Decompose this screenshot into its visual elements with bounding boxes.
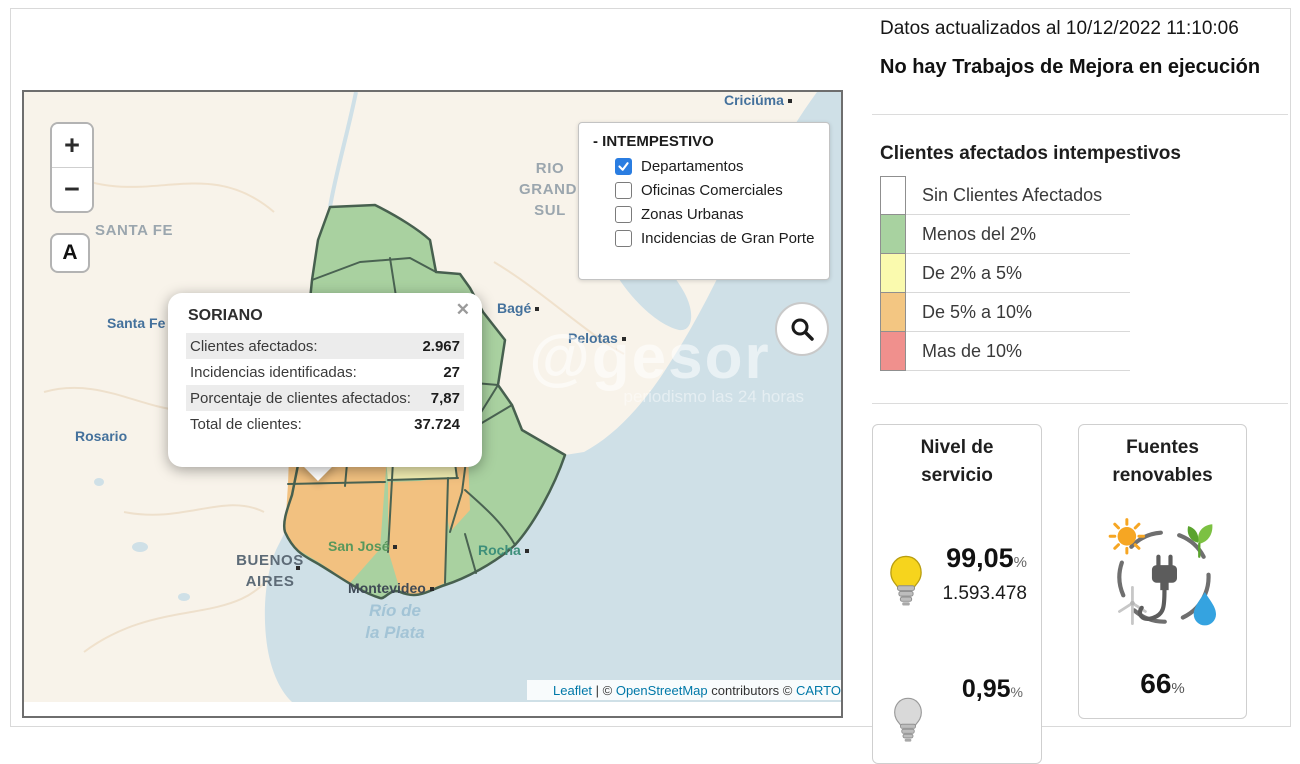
service-ok-value: 99,05% (946, 543, 1027, 573)
service-card-title: Nivel de servicio (920, 437, 994, 486)
close-icon[interactable]: ✕ (455, 300, 470, 319)
legend-item: Menos del 2% (880, 214, 1130, 254)
layer-item-departamentos[interactable]: Departamentos (615, 158, 819, 175)
map-label-montevideo: Montevideo (348, 580, 434, 596)
search-icon (791, 318, 814, 341)
legend-swatch (880, 176, 906, 215)
legend-item: Mas de 10% (880, 331, 1130, 371)
renewables-card-title: Fuentes renovables (1112, 437, 1213, 486)
map-label-buenos-aires: BUENOS AIRES (236, 552, 304, 590)
map-container[interactable]: @gesor periodismo las 24 horas SANTA FE … (22, 90, 843, 718)
popup-row: Clientes afectados: 2.967 (186, 333, 464, 359)
zoom-in-button[interactable]: + (52, 124, 92, 167)
popup-row: Porcentaje de clientes afectados: 7,87 (186, 385, 464, 411)
department-popup: ✕ SORIANO Clientes afectados: 2.967 Incid… (168, 293, 482, 467)
bulb-on-icon (890, 555, 922, 606)
carto-link[interactable]: CARTO (795, 682, 841, 698)
layers-panel: - INTEMPESTIVO Departamentos Oficinas Co… (578, 122, 830, 280)
legend-title: Clientes afectados intempestivos (880, 143, 1181, 164)
map-label-rio-de-la-plata: Río de la Plata (365, 601, 425, 643)
map-attribution: Leaflet | © OpenStreetMap contributors ©… (527, 680, 841, 700)
checkbox-unchecked[interactable] (615, 206, 632, 223)
map-label-san-jose: San José (328, 538, 398, 554)
renewables-card: Fuentes renovables (1078, 424, 1247, 719)
popup-row: Incidencias identificadas: 27 (190, 363, 460, 381)
popup-title: SORIANO (188, 307, 263, 324)
checkbox-unchecked[interactable] (615, 182, 632, 199)
check-icon (618, 162, 629, 171)
map-label-rocha: Rocha (478, 542, 529, 558)
map-label-santa-fe-city: Santa Fe (107, 315, 166, 331)
sun-icon (1108, 518, 1146, 555)
status-message: No hay Trabajos de Mejora en ejecución (880, 56, 1261, 78)
plug-icon (1137, 554, 1177, 621)
divider (872, 114, 1288, 115)
leaflet-link[interactable]: Leaflet (553, 682, 593, 698)
service-ok-customers: 1.593.478 (942, 583, 1027, 604)
reset-view-button[interactable]: A (50, 233, 90, 273)
popup-row: Total de clientes: 37.724 (190, 415, 460, 433)
wind-turbine-icon (1118, 585, 1147, 625)
popup-rows: Clientes afectados: 2.967 Incidencias ide… (186, 333, 464, 437)
legend-swatch (880, 214, 906, 254)
map-label-rosario: Rosario (75, 428, 128, 444)
checkbox-unchecked[interactable] (615, 230, 632, 247)
map-label-criciuma: Criciúma (724, 92, 792, 108)
legend-item: De 5% a 10% (880, 292, 1130, 332)
checkbox-checked[interactable] (615, 158, 632, 175)
data-updated-text: Datos actualizados al 10/12/2022 11:10:0… (880, 18, 1239, 39)
map-label-santa-fe-region: SANTA FE (95, 222, 174, 239)
search-button[interactable] (775, 302, 829, 356)
legend-swatch (880, 292, 906, 332)
legend-item: De 2% a 5% (880, 253, 1130, 293)
layer-item-oficinas[interactable]: Oficinas Comerciales (615, 182, 819, 199)
water-drop-icon (1193, 592, 1216, 626)
divider (872, 403, 1288, 404)
layer-item-zonas[interactable]: Zonas Urbanas (615, 206, 819, 223)
bulb-off-icon (894, 697, 922, 742)
renewable-energy-icon (1108, 518, 1216, 626)
layer-item-incidencias[interactable]: Incidencias de Gran Porte (615, 230, 819, 247)
map-label-pelotas: Pelotas (568, 330, 626, 346)
zoom-control: + − (50, 122, 94, 213)
osm-link[interactable]: OpenStreetMap (615, 682, 708, 698)
map-label-rio-grande-sul: RIO GRANDE SUL (519, 160, 588, 219)
legend-item: Sin Clientes Afectados (880, 176, 1130, 215)
buenos-aires-marker (296, 566, 300, 570)
map-label-bage: Bagé (497, 300, 540, 316)
legend-swatch (880, 331, 906, 371)
sprout-icon (1187, 524, 1213, 558)
service-level-card: Nivel de servicio 99,05% 1.593.478 0,95% (872, 424, 1042, 764)
legend: Sin Clientes Afectados Menos del 2% De 2… (880, 176, 1130, 371)
page-frame (10, 8, 1291, 727)
service-down-value: 0,95% (961, 675, 1023, 703)
map-canvas[interactable] (24, 92, 841, 702)
layers-panel-title: - INTEMPESTIVO (593, 133, 714, 150)
zoom-out-button[interactable]: − (52, 167, 92, 211)
legend-swatch (880, 253, 906, 293)
renewables-value: 66% (1140, 668, 1185, 699)
